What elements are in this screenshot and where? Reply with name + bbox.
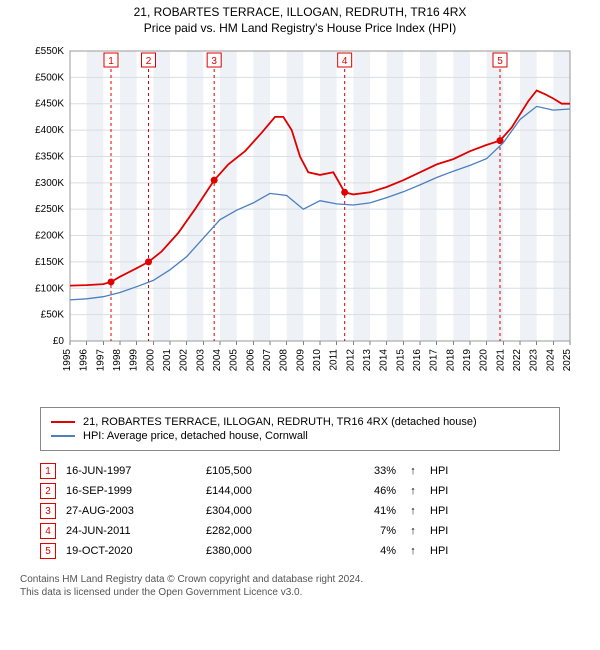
svg-text:2007: 2007 xyxy=(262,349,273,372)
sale-hpi: HPI xyxy=(430,505,560,517)
svg-text:2025: 2025 xyxy=(562,349,573,372)
svg-text:2002: 2002 xyxy=(179,349,190,372)
svg-text:2016: 2016 xyxy=(412,349,423,372)
arrow-up-icon: ↑ xyxy=(406,485,420,497)
svg-text:2005: 2005 xyxy=(229,349,240,372)
legend-item-property: 21, ROBARTES TERRACE, ILLOGAN, REDRUTH, … xyxy=(51,416,549,428)
svg-text:2014: 2014 xyxy=(379,349,390,372)
sale-price: £105,500 xyxy=(206,465,316,477)
sale-date: 24-JUN-2011 xyxy=(66,525,196,537)
table-row: 2 16-SEP-1999 £144,000 46% ↑ HPI xyxy=(40,483,560,499)
svg-text:2013: 2013 xyxy=(362,349,373,372)
svg-text:£450K: £450K xyxy=(35,99,64,110)
sale-date: 16-SEP-1999 xyxy=(66,485,196,497)
svg-text:2000: 2000 xyxy=(145,349,156,372)
sale-hpi: HPI xyxy=(430,485,560,497)
svg-text:£550K: £550K xyxy=(35,46,64,57)
sale-price: £380,000 xyxy=(206,545,316,557)
svg-text:1999: 1999 xyxy=(129,349,140,372)
sale-date: 19-OCT-2020 xyxy=(66,545,196,557)
svg-text:£200K: £200K xyxy=(35,231,64,242)
line-chart-svg: £0 £50K £100K £150K £200K £250K £300K £350K £400… xyxy=(20,41,580,401)
svg-text:2006: 2006 xyxy=(245,349,256,372)
svg-text:1998: 1998 xyxy=(112,349,123,372)
svg-text:2012: 2012 xyxy=(345,349,356,372)
svg-text:2: 2 xyxy=(146,56,152,67)
svg-text:2008: 2008 xyxy=(279,349,290,372)
arrow-up-icon: ↑ xyxy=(406,545,420,557)
sale-date: 16-JUN-1997 xyxy=(66,465,196,477)
svg-text:2022: 2022 xyxy=(512,349,523,372)
table-row: 1 16-JUN-1997 £105,500 33% ↑ HPI xyxy=(40,463,560,479)
sale-marker: 5 xyxy=(40,543,56,559)
sale-marker: 4 xyxy=(40,523,56,539)
sale-price: £144,000 xyxy=(206,485,316,497)
table-row: 3 27-AUG-2003 £304,000 41% ↑ HPI xyxy=(40,503,560,519)
svg-text:2024: 2024 xyxy=(545,349,556,372)
sale-pct: 46% xyxy=(326,485,396,497)
svg-text:£50K: £50K xyxy=(41,310,65,321)
svg-text:2018: 2018 xyxy=(445,349,456,372)
chart-titles: 21, ROBARTES TERRACE, ILLOGAN, REDRUTH, … xyxy=(134,0,467,35)
svg-text:£0: £0 xyxy=(53,336,65,347)
svg-text:2021: 2021 xyxy=(495,349,506,372)
arrow-up-icon: ↑ xyxy=(406,525,420,537)
sale-date: 27-AUG-2003 xyxy=(66,505,196,517)
arrow-up-icon: ↑ xyxy=(406,505,420,517)
legend-item-hpi: HPI: Average price, detached house, Corn… xyxy=(51,430,549,442)
svg-text:5: 5 xyxy=(497,56,503,67)
svg-text:2010: 2010 xyxy=(312,349,323,372)
table-row: 5 19-OCT-2020 £380,000 4% ↑ HPI xyxy=(40,543,560,559)
svg-text:2015: 2015 xyxy=(395,349,406,372)
sale-marker: 2 xyxy=(40,483,56,499)
svg-text:2019: 2019 xyxy=(462,349,473,372)
arrow-up-icon: ↑ xyxy=(406,465,420,477)
svg-text:3: 3 xyxy=(211,56,217,67)
svg-text:2009: 2009 xyxy=(295,349,306,372)
svg-text:2011: 2011 xyxy=(329,349,340,371)
legend: 21, ROBARTES TERRACE, ILLOGAN, REDRUTH, … xyxy=(40,407,560,451)
svg-text:£250K: £250K xyxy=(35,204,64,215)
sale-hpi: HPI xyxy=(430,525,560,537)
legend-label: 21, ROBARTES TERRACE, ILLOGAN, REDRUTH, … xyxy=(83,416,477,428)
title-subtitle: Price paid vs. HM Land Registry's House … xyxy=(134,21,467,35)
svg-text:2003: 2003 xyxy=(195,349,206,372)
svg-text:£500K: £500K xyxy=(35,72,64,83)
sales-table: 1 16-JUN-1997 £105,500 33% ↑ HPI 2 16-SEP-1999 £… xyxy=(40,459,560,563)
legend-label: HPI: Average price, detached house, Corn… xyxy=(83,430,308,442)
sale-price: £304,000 xyxy=(206,505,316,517)
sale-pct: 41% xyxy=(326,505,396,517)
sale-marker: 3 xyxy=(40,503,56,519)
footer-line-2: This data is licensed under the Open Gov… xyxy=(20,586,580,599)
table-row: 4 24-JUN-2011 £282,000 7% ↑ HPI xyxy=(40,523,560,539)
svg-text:£300K: £300K xyxy=(35,178,64,189)
svg-text:£350K: £350K xyxy=(35,151,64,162)
svg-text:£150K: £150K xyxy=(35,257,64,268)
svg-text:1997: 1997 xyxy=(95,349,106,372)
svg-text:2004: 2004 xyxy=(212,349,223,372)
sale-pct: 33% xyxy=(326,465,396,477)
sale-price: £282,000 xyxy=(206,525,316,537)
svg-text:2020: 2020 xyxy=(479,349,490,372)
svg-text:2017: 2017 xyxy=(429,349,440,372)
svg-text:2001: 2001 xyxy=(162,349,173,372)
svg-text:1996: 1996 xyxy=(79,349,90,372)
svg-text:1: 1 xyxy=(108,56,114,67)
sale-pct: 4% xyxy=(326,545,396,557)
title-address: 21, ROBARTES TERRACE, ILLOGAN, REDRUTH, … xyxy=(134,5,467,19)
legend-swatch xyxy=(51,421,75,423)
svg-text:4: 4 xyxy=(342,56,348,67)
footer-line-1: Contains HM Land Registry data © Crown c… xyxy=(20,573,580,586)
svg-text:£400K: £400K xyxy=(35,125,64,136)
sale-pct: 7% xyxy=(326,525,396,537)
footer-attribution: Contains HM Land Registry data © Crown c… xyxy=(20,573,580,599)
sale-hpi: HPI xyxy=(430,545,560,557)
svg-text:1995: 1995 xyxy=(62,349,73,372)
legend-swatch xyxy=(51,435,75,437)
sale-hpi: HPI xyxy=(430,465,560,477)
svg-text:2023: 2023 xyxy=(529,349,540,372)
svg-text:£100K: £100K xyxy=(35,283,64,294)
sale-marker: 1 xyxy=(40,463,56,479)
chart-area: £0 £50K £100K £150K £200K £250K £300K £350K £400… xyxy=(20,41,580,401)
